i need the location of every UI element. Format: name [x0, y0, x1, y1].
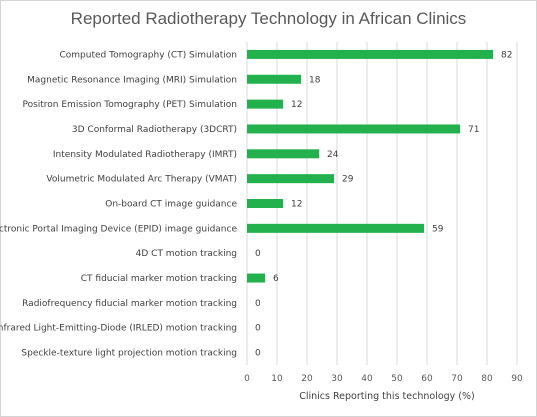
category-label: Computed Tomography (CT) Simulation	[60, 50, 238, 60]
bar	[247, 223, 424, 233]
data-label: 0	[255, 324, 261, 334]
data-label: 0	[255, 349, 261, 359]
category-label: Electronic Portal Imaging Device (EPID) …	[0, 224, 237, 234]
x-tick-label: 90	[511, 374, 523, 384]
x-tick-label: 80	[481, 374, 493, 384]
data-label: 0	[255, 299, 261, 309]
bar	[247, 49, 493, 59]
bar	[247, 174, 334, 184]
x-tick-label: 60	[421, 374, 433, 384]
x-axis-title: Clinics Reporting this technology (%)	[299, 391, 475, 402]
chart-title: Reported Radiotherapy Technology in Afri…	[70, 9, 467, 28]
category-label: Volumetric Modulated Arc Therapy (VMAT)	[46, 175, 237, 185]
bar	[247, 273, 265, 283]
x-tick-label: 40	[361, 374, 373, 384]
x-tick-label: 70	[451, 374, 463, 384]
data-label: 71	[468, 125, 479, 135]
bar	[247, 149, 319, 159]
category-label: Positron Emission Tomography (PET) Simul…	[22, 100, 237, 110]
data-label: 0	[255, 249, 261, 259]
category-label: Speckle-texture light projection motion …	[21, 349, 237, 359]
category-label: Magnetic Resonance Imaging (MRI) Simulat…	[27, 75, 237, 85]
x-tick-label: 0	[244, 374, 250, 384]
x-tick-label: 10	[271, 374, 283, 384]
data-label: 6	[273, 274, 279, 284]
category-label: CT fiducial marker motion tracking	[81, 274, 237, 284]
category-label: 4D CT motion tracking	[136, 249, 237, 259]
bar	[247, 74, 301, 84]
category-label: On-board CT image guidance	[105, 200, 237, 210]
category-label: Radiofrequency fiducial marker motion tr…	[22, 299, 237, 309]
data-label: 12	[291, 200, 302, 210]
category-label: Intensity Modulated Radiotherapy (IMRT)	[53, 150, 237, 160]
x-tick-label: 30	[331, 374, 343, 384]
x-tick-label: 50	[391, 374, 403, 384]
data-label: 24	[327, 150, 339, 160]
data-label: 59	[432, 224, 444, 234]
x-tick-label: 20	[301, 374, 313, 384]
bar	[247, 99, 283, 109]
data-label: 29	[342, 175, 354, 185]
category-label: Infrared Light-Emitting-Diode (IRLED) mo…	[0, 324, 237, 334]
bar	[247, 124, 460, 134]
data-label: 82	[501, 50, 512, 60]
bar	[247, 199, 283, 208]
data-label: 12	[291, 100, 302, 110]
category-label: 3D Conformal Radiotherapy (3DCRT)	[72, 125, 237, 135]
data-label: 18	[309, 75, 321, 85]
